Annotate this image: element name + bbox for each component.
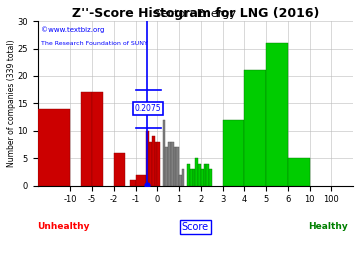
Text: Unhealthy: Unhealthy: [37, 222, 89, 231]
Bar: [81, 92, 92, 186]
Title: Z''-Score Histogram for LNG (2016): Z''-Score Histogram for LNG (2016): [72, 7, 319, 20]
Text: Score: Score: [182, 222, 209, 232]
Text: ©www.textbiz.org: ©www.textbiz.org: [41, 26, 104, 33]
Bar: [136, 175, 147, 186]
Bar: [198, 164, 201, 186]
Bar: [176, 147, 179, 186]
Bar: [130, 180, 136, 186]
Bar: [157, 142, 160, 186]
Bar: [222, 120, 244, 186]
Bar: [92, 92, 103, 186]
Bar: [166, 147, 168, 186]
Bar: [203, 164, 206, 186]
Bar: [174, 147, 176, 186]
Bar: [179, 175, 182, 186]
Bar: [114, 153, 125, 186]
Bar: [147, 131, 149, 186]
Bar: [209, 169, 212, 186]
Text: Sector: Energy: Sector: Energy: [154, 9, 236, 19]
Bar: [190, 169, 193, 186]
Bar: [266, 43, 288, 186]
Bar: [201, 169, 203, 186]
Text: The Research Foundation of SUNY: The Research Foundation of SUNY: [41, 41, 148, 46]
Bar: [38, 109, 70, 186]
Bar: [195, 158, 198, 186]
Bar: [149, 142, 152, 186]
Bar: [168, 142, 171, 186]
Bar: [154, 142, 157, 186]
Bar: [187, 164, 190, 186]
Text: 0.2075: 0.2075: [135, 104, 161, 113]
Bar: [288, 158, 310, 186]
Y-axis label: Number of companies (339 total): Number of companies (339 total): [7, 40, 16, 167]
Bar: [244, 70, 266, 186]
Bar: [152, 136, 154, 186]
Bar: [182, 169, 184, 186]
Bar: [193, 169, 195, 186]
Bar: [206, 164, 209, 186]
Text: Healthy: Healthy: [308, 222, 348, 231]
Bar: [163, 120, 166, 186]
Bar: [171, 142, 174, 186]
